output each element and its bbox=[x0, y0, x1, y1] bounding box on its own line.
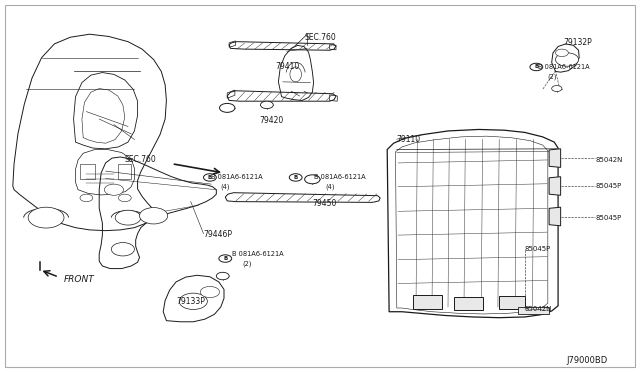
Circle shape bbox=[219, 255, 232, 262]
Text: SEC.760: SEC.760 bbox=[125, 155, 157, 164]
Circle shape bbox=[216, 272, 229, 280]
Text: B 081A6-6121A: B 081A6-6121A bbox=[314, 174, 365, 180]
Circle shape bbox=[530, 63, 543, 71]
Circle shape bbox=[204, 174, 216, 181]
Polygon shape bbox=[518, 307, 549, 314]
Polygon shape bbox=[549, 149, 561, 167]
Text: 79132P: 79132P bbox=[563, 38, 592, 47]
Text: 85042N: 85042N bbox=[525, 306, 552, 312]
Circle shape bbox=[140, 208, 168, 224]
Text: 79133P: 79133P bbox=[177, 297, 205, 306]
Text: 85045P: 85045P bbox=[525, 246, 551, 252]
Circle shape bbox=[118, 194, 131, 202]
Text: (2): (2) bbox=[548, 73, 557, 80]
Circle shape bbox=[556, 53, 579, 66]
Circle shape bbox=[220, 103, 235, 112]
Polygon shape bbox=[499, 296, 525, 309]
Text: (4): (4) bbox=[325, 184, 335, 190]
Circle shape bbox=[80, 194, 93, 202]
Polygon shape bbox=[549, 207, 561, 226]
Text: 79446P: 79446P bbox=[204, 230, 232, 239]
Circle shape bbox=[305, 175, 320, 184]
Text: B 081A6-6121A: B 081A6-6121A bbox=[538, 64, 589, 70]
Text: 79110: 79110 bbox=[397, 135, 421, 144]
Circle shape bbox=[200, 286, 220, 298]
Text: B: B bbox=[208, 175, 212, 180]
Polygon shape bbox=[454, 297, 483, 310]
Circle shape bbox=[28, 207, 64, 228]
Circle shape bbox=[552, 86, 562, 92]
Circle shape bbox=[556, 49, 568, 57]
Text: B: B bbox=[294, 175, 298, 180]
Text: 79420: 79420 bbox=[259, 116, 284, 125]
Text: B: B bbox=[223, 256, 227, 261]
Text: B: B bbox=[534, 64, 538, 70]
Text: 85042N: 85042N bbox=[595, 157, 623, 163]
Text: B 081A6-6121A: B 081A6-6121A bbox=[232, 251, 284, 257]
Circle shape bbox=[104, 184, 124, 195]
Circle shape bbox=[115, 210, 141, 225]
Text: J79000BD: J79000BD bbox=[566, 356, 607, 365]
Text: 85045P: 85045P bbox=[595, 215, 621, 221]
Circle shape bbox=[179, 293, 207, 310]
Text: B 081A6-6121A: B 081A6-6121A bbox=[211, 174, 263, 180]
Text: SEC.760: SEC.760 bbox=[304, 33, 336, 42]
Polygon shape bbox=[413, 295, 442, 309]
Text: 79410: 79410 bbox=[275, 62, 300, 71]
Text: FRONT: FRONT bbox=[64, 275, 95, 284]
Text: (4): (4) bbox=[221, 184, 230, 190]
Text: (2): (2) bbox=[242, 260, 252, 267]
Circle shape bbox=[111, 243, 134, 256]
Circle shape bbox=[289, 174, 302, 181]
Text: 85045P: 85045P bbox=[595, 183, 621, 189]
Circle shape bbox=[260, 101, 273, 109]
Text: 79450: 79450 bbox=[312, 199, 337, 208]
Polygon shape bbox=[549, 177, 561, 195]
